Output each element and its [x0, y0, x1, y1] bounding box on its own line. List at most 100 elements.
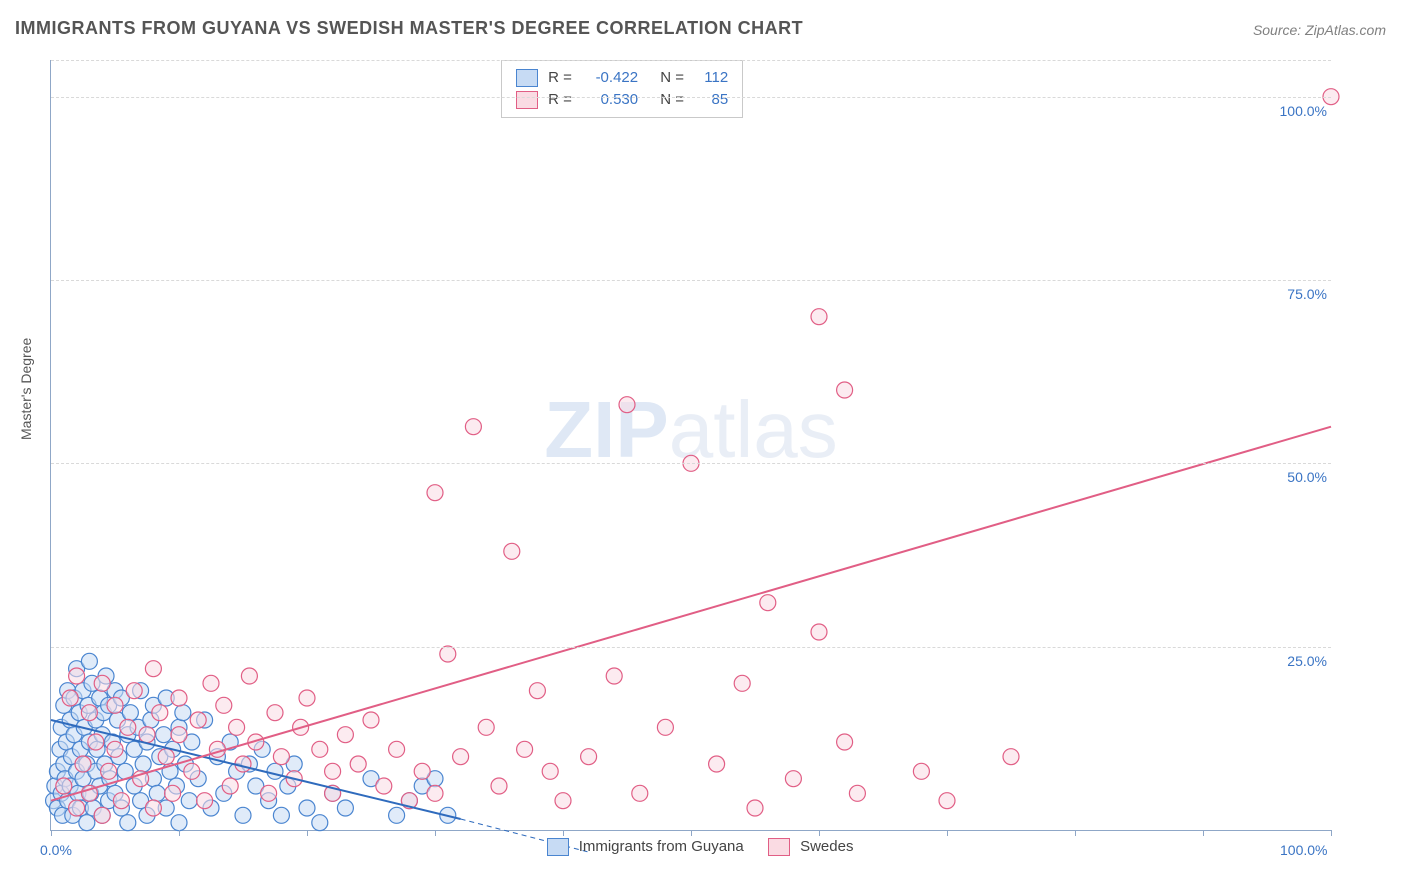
data-point: [158, 749, 174, 765]
data-point: [149, 785, 165, 801]
data-point: [811, 624, 827, 640]
data-point: [760, 595, 776, 611]
trend-line: [51, 427, 1331, 801]
data-point: [241, 668, 257, 684]
data-point: [165, 785, 181, 801]
data-point: [555, 793, 571, 809]
y-tick-label: 25.0%: [1287, 653, 1327, 669]
x-tick: [179, 830, 180, 836]
data-point: [747, 800, 763, 816]
legend-bottom: Immigrants from Guyana Swedes: [50, 838, 1330, 856]
x-tick: [819, 830, 820, 836]
data-point: [337, 727, 353, 743]
data-point: [299, 690, 315, 706]
data-point: [504, 543, 520, 559]
data-point: [709, 756, 725, 772]
data-point: [849, 785, 865, 801]
data-point: [414, 763, 430, 779]
data-point: [632, 785, 648, 801]
legend-label-2: Swedes: [800, 838, 853, 855]
legend-swatch-pink: [768, 838, 790, 856]
data-point: [606, 668, 622, 684]
data-point: [299, 800, 315, 816]
y-tick-label: 50.0%: [1287, 469, 1327, 485]
data-point: [107, 741, 123, 757]
data-point: [171, 727, 187, 743]
data-point: [235, 756, 251, 772]
data-point: [94, 807, 110, 823]
chart-title: IMMIGRANTS FROM GUYANA VS SWEDISH MASTER…: [15, 18, 803, 39]
gridline: [51, 280, 1331, 281]
data-point: [122, 705, 138, 721]
data-point: [581, 749, 597, 765]
data-point: [197, 793, 213, 809]
data-point: [542, 763, 558, 779]
data-point: [657, 719, 673, 735]
x-tick: [947, 830, 948, 836]
data-point: [261, 785, 277, 801]
data-point: [145, 800, 161, 816]
x-tick-label: 0.0%: [40, 842, 72, 858]
data-point: [120, 719, 136, 735]
x-tick: [307, 830, 308, 836]
plot-area: ZIPatlas R = -0.422 N = 112 R = 0.530 N …: [50, 60, 1331, 831]
data-point: [312, 741, 328, 757]
data-point: [427, 785, 443, 801]
data-point: [184, 763, 200, 779]
legend-label-1: Immigrants from Guyana: [579, 838, 744, 855]
data-point: [135, 756, 151, 772]
source-label: Source: ZipAtlas.com: [1253, 22, 1386, 38]
data-point: [175, 705, 191, 721]
data-point: [427, 485, 443, 501]
x-tick: [691, 830, 692, 836]
data-point: [139, 727, 155, 743]
data-point: [337, 800, 353, 816]
data-point: [81, 653, 97, 669]
data-point: [69, 668, 85, 684]
data-point: [75, 756, 91, 772]
data-point: [62, 690, 78, 706]
y-tick-label: 75.0%: [1287, 286, 1327, 302]
data-point: [235, 807, 251, 823]
data-point: [491, 778, 507, 794]
data-point: [101, 763, 117, 779]
data-point: [88, 734, 104, 750]
data-point: [312, 815, 328, 831]
data-point: [267, 705, 283, 721]
data-point: [126, 683, 142, 699]
data-point: [517, 741, 533, 757]
gridline: [51, 463, 1331, 464]
data-point: [181, 793, 197, 809]
data-point: [152, 705, 168, 721]
data-point: [913, 763, 929, 779]
data-point: [939, 793, 955, 809]
data-point: [229, 719, 245, 735]
data-point: [734, 675, 750, 691]
data-point: [69, 800, 85, 816]
data-point: [79, 815, 95, 831]
data-point: [267, 763, 283, 779]
x-tick: [51, 830, 52, 836]
x-tick: [1203, 830, 1204, 836]
x-tick: [1331, 830, 1332, 836]
data-point: [190, 712, 206, 728]
data-point: [785, 771, 801, 787]
gridline: [51, 97, 1331, 98]
data-point: [837, 734, 853, 750]
x-tick-label: 100.0%: [1280, 842, 1327, 858]
data-point: [171, 690, 187, 706]
data-point: [203, 675, 219, 691]
data-point: [216, 697, 232, 713]
y-tick-label: 100.0%: [1280, 103, 1327, 119]
data-point: [440, 646, 456, 662]
data-point: [350, 756, 366, 772]
data-point: [376, 778, 392, 794]
data-point: [465, 419, 481, 435]
gridline: [51, 647, 1331, 648]
data-point: [209, 741, 225, 757]
x-tick: [435, 830, 436, 836]
data-point: [273, 807, 289, 823]
legend-swatch-blue: [547, 838, 569, 856]
data-point: [811, 309, 827, 325]
data-point: [113, 793, 129, 809]
